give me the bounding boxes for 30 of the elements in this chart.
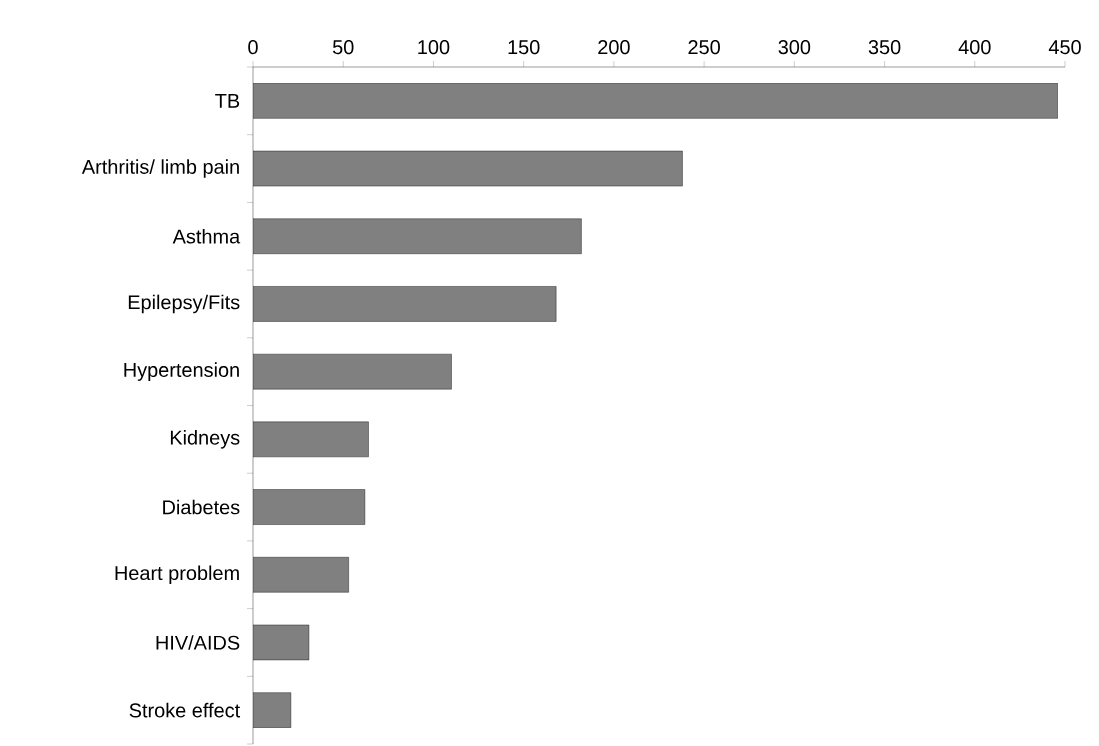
x-tick-label: 50 <box>332 40 354 55</box>
bar <box>253 624 310 661</box>
x-tick-label: 300 <box>778 40 811 55</box>
bar <box>253 489 366 525</box>
x-tick-label: 250 <box>688 40 720 55</box>
y-tick-label: Asthma <box>172 228 241 244</box>
y-tick-label: TB <box>215 94 240 108</box>
y-tick-label: Arthritis/ limb pain <box>81 159 239 178</box>
x-tick-label: 350 <box>868 40 901 55</box>
x-tick-label: 450 <box>1048 40 1081 55</box>
bar <box>253 218 582 254</box>
x-tick-label: 400 <box>958 40 991 55</box>
y-tick-label: Heart problem <box>115 565 239 585</box>
y-tick-label: Diabetes <box>163 499 240 515</box>
y-tick-label: Kidneys <box>170 430 240 449</box>
bar <box>253 421 369 458</box>
x-tick-label: 200 <box>598 40 630 55</box>
bar <box>253 692 292 728</box>
bar <box>253 83 1058 119</box>
bar <box>253 353 452 390</box>
bar <box>253 286 557 322</box>
y-tick-label: Hypertension <box>124 362 239 381</box>
x-tick-label: 150 <box>508 40 540 55</box>
y-tick-label: Stroke effect <box>129 702 241 718</box>
y-tick-label: Epilepsy/Fits <box>128 294 240 314</box>
bar <box>253 557 349 593</box>
x-tick-label: 0 <box>248 40 258 55</box>
bar <box>253 150 683 187</box>
y-tick-label: HIV/AIDS <box>156 635 240 650</box>
x-tick-label: 100 <box>418 40 450 55</box>
